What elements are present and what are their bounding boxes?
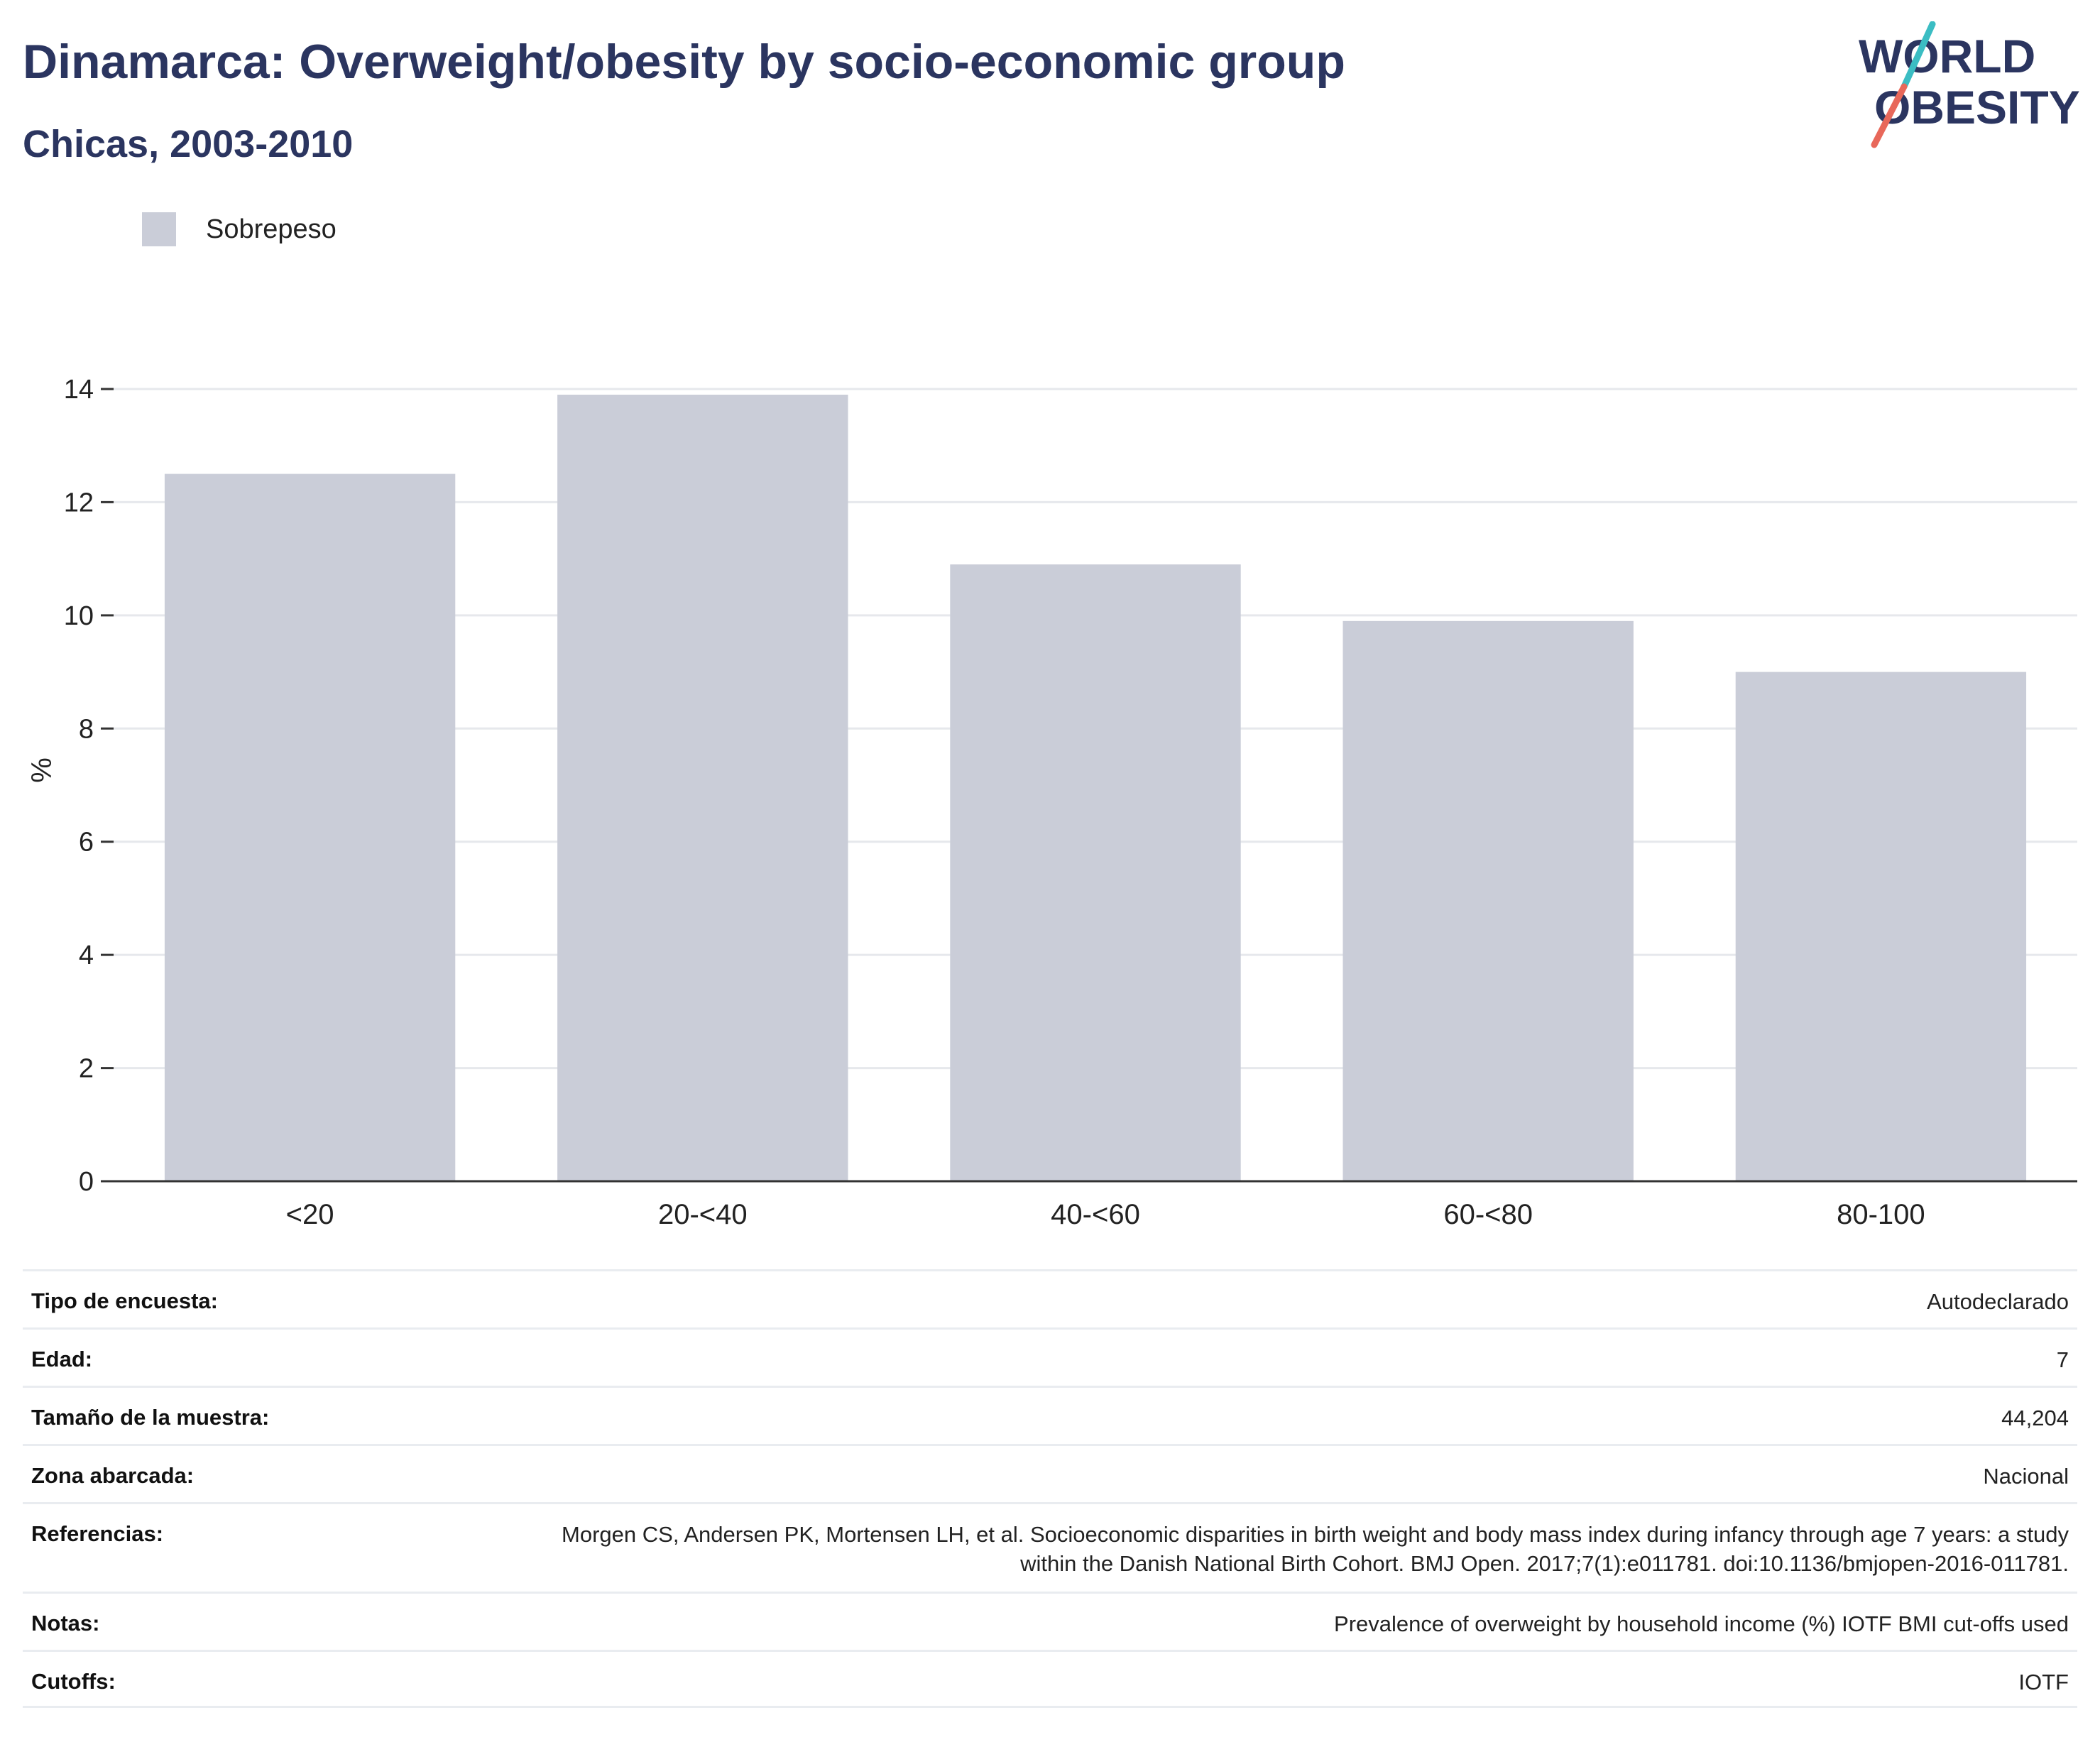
chart-subtitle: Chicas, 2003-2010 [23,123,354,165]
x-tick-label: <20 [286,1199,334,1230]
info-row: Referencias: Morgen CS, Andersen PK, Mort… [23,1502,2077,1592]
bar-1 [557,394,848,1181]
info-value: Prevalence of overweight by household in… [1334,1611,2069,1636]
y-tick-label: 12 [64,488,94,517]
logo-line2: OBESITY [1874,81,2080,133]
info-value: 7 [2056,1347,2069,1372]
legend-label: Sobrepeso [206,214,337,244]
info-row: Tamaño de la muestra: 44,204 [23,1386,2077,1444]
world-obesity-logo: WORLD OBESITY [1859,21,2080,148]
info-label: Tamaño de la muestra: [31,1405,270,1430]
y-axis-label: % [26,757,58,783]
info-row: Zona abarcada: Nacional [23,1444,2077,1502]
info-label: Zona abarcada: [31,1463,195,1488]
x-tick-label: 20-<40 [658,1199,748,1230]
legend-swatch [142,212,176,246]
y-tick-label: 2 [79,1054,94,1084]
info-value: 44,204 [2001,1406,2069,1430]
x-tick-label: 60-<80 [1443,1199,1533,1230]
info-label: Edad: [31,1347,93,1371]
chart-title: Dinamarca: Overweight/obesity by socio-e… [23,35,1345,89]
info-row: Edad: 7 [23,1327,2077,1386]
logo-slash-top [1901,21,1936,90]
y-tick-label: 14 [64,375,94,405]
info-label: Notas: [31,1611,100,1636]
y-tick-label: 6 [79,828,94,858]
bar-4 [1735,672,2027,1181]
y-tick-label: 0 [79,1167,94,1197]
bar-3 [1342,620,1634,1181]
logo-slash-bottom [1871,83,1908,148]
info-value: IOTF [2018,1670,2069,1694]
bar-chart: 0 2 4 6 8 10 12 14% <20 20-<40 40-<60 60-<80 80-100 [26,375,2077,1230]
y-tick-label: 8 [79,714,94,744]
info-row: Cutoffs: IOTF [23,1650,2077,1708]
info-row: Notas: Prevalence of overweight by househ… [23,1592,2077,1650]
legend: Sobrepeso [142,212,337,247]
info-value: Nacional [1983,1464,2069,1489]
logo-line1: WORLD [1859,30,2035,82]
bar-0 [164,473,456,1181]
info-label: Tipo de encuesta: [31,1288,218,1313]
info-label: Cutoffs: [31,1669,116,1694]
x-tick-label: 40-<60 [1051,1199,1140,1230]
info-row: Tipo de encuesta: Autodeclarado [23,1269,2077,1327]
y-tick-label: 10 [64,601,94,631]
x-tick-label: 80-100 [1837,1199,1925,1230]
info-value: Autodeclarado [1927,1289,2069,1314]
bar-2 [950,564,1241,1181]
info-value: Morgen CS, Andersen PK, Mortensen LH, et… [562,1522,2069,1576]
y-tick-label: 4 [79,941,94,970]
info-table: Tipo de encuesta: Autodeclarado Edad: 7 Tama… [23,1269,2077,1708]
info-label: Referencias: [31,1521,164,1546]
